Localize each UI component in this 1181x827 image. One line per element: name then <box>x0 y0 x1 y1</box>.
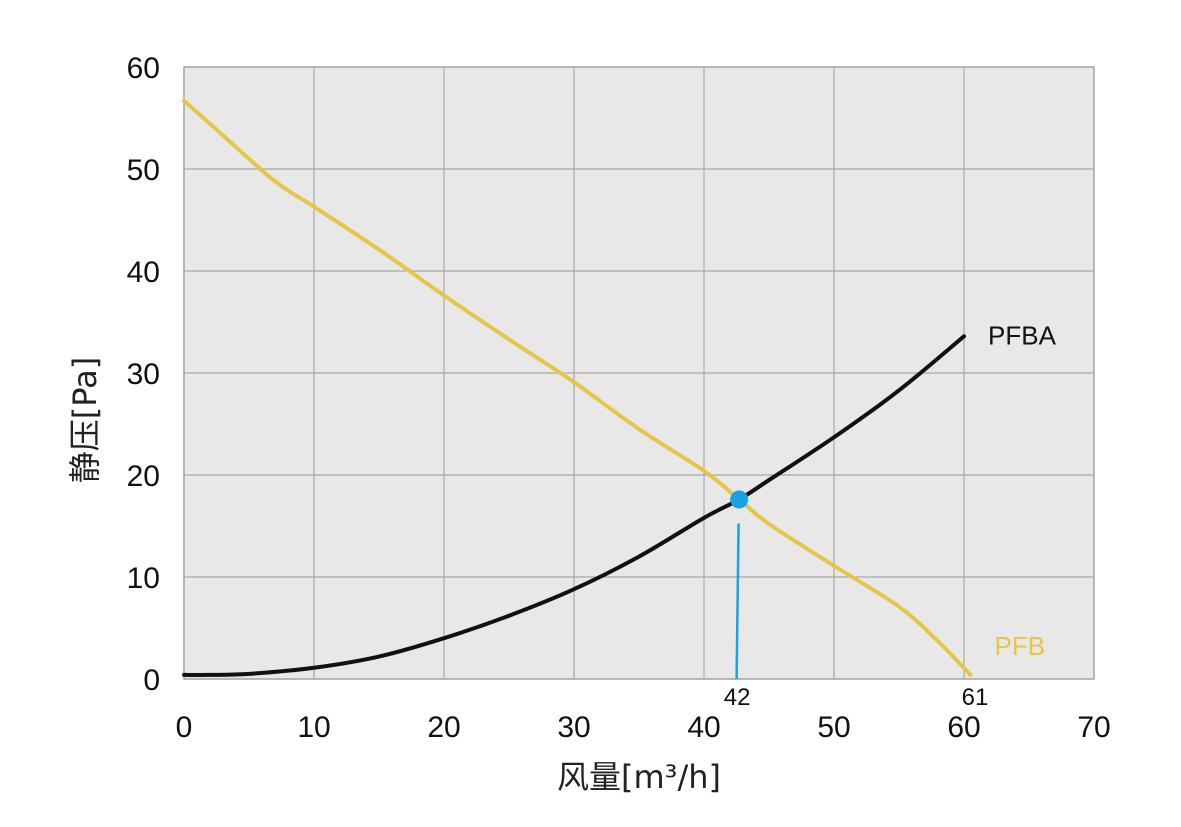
y-axis-title: 静压[Pa] <box>66 357 104 483</box>
x-tick-label: 60 <box>947 711 980 744</box>
series-label-pfb: PFB <box>995 631 1046 661</box>
y-tick-label: 20 <box>127 460 160 493</box>
series-label-pfba: PFBA <box>988 320 1057 350</box>
x-tick-label: 70 <box>1077 711 1110 744</box>
y-tick-label: 60 <box>127 52 160 85</box>
y-axis-tick-labels: 0 10 20 30 40 50 60 <box>127 52 160 697</box>
series-layer <box>182 98 973 677</box>
series-line-pfba <box>182 334 966 677</box>
x-tick-label: 0 <box>176 711 193 744</box>
intersection-drop-line <box>735 523 740 680</box>
plot-area-border <box>183 66 1095 680</box>
y-tick-label: 30 <box>127 358 160 391</box>
x-tick-label: 30 <box>557 711 590 744</box>
y-tick-label: 0 <box>143 664 160 697</box>
intersection-marker <box>730 490 749 509</box>
x-tick-label: 40 <box>687 711 720 744</box>
x-axis-title: 风量[m³/h] <box>557 758 721 796</box>
x-tick-label: 20 <box>427 711 460 744</box>
y-tick-label: 10 <box>127 562 160 595</box>
x-tick-label: 10 <box>297 711 330 744</box>
series-line-pfb <box>182 98 973 677</box>
y-tick-label: 50 <box>127 154 160 187</box>
pfb-end-x-label: 61 <box>962 684 989 711</box>
x-axis-tick-labels: 0 10 20 30 40 50 60 70 <box>176 711 1111 744</box>
marker-layer: 42 61 <box>724 490 989 711</box>
y-tick-label: 40 <box>127 256 160 289</box>
series-labels: PFBA PFB <box>988 320 1057 661</box>
x-tick-label: 50 <box>817 711 850 744</box>
intersection-x-label: 42 <box>724 684 751 711</box>
